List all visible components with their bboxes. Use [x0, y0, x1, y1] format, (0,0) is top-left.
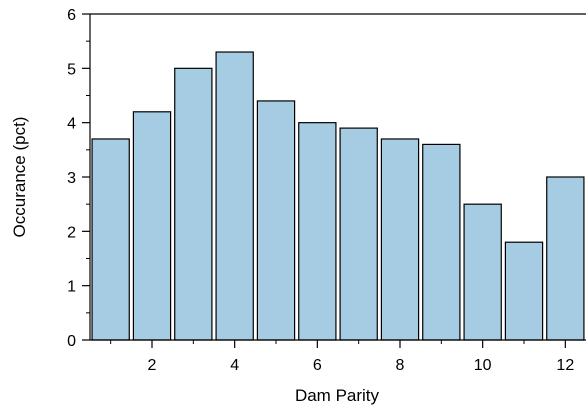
bar-7 — [339, 127, 378, 341]
bar-1 — [91, 138, 130, 341]
y-tick-label-3: 3 — [67, 170, 76, 187]
y-tick-label-2: 2 — [67, 224, 76, 241]
bars-group — [91, 51, 585, 341]
y-tick-label-5: 5 — [67, 61, 76, 78]
bar-9 — [422, 143, 461, 341]
x-tick-label-2: 2 — [148, 357, 157, 374]
x-tick-label-12: 12 — [556, 357, 574, 374]
y-tick-label-4: 4 — [67, 116, 76, 133]
y-axis-label: Occurance (pct) — [10, 117, 29, 238]
y-tick-label-6: 6 — [67, 7, 76, 24]
x-axis-label: Dam Parity — [295, 386, 380, 405]
bar-11 — [504, 241, 544, 341]
bar-3 — [174, 67, 213, 341]
x-tick-label-10: 10 — [474, 357, 492, 374]
y-tick-label-1: 1 — [67, 279, 76, 296]
bar-6 — [298, 122, 337, 341]
bar-5 — [256, 100, 296, 341]
bar-4 — [215, 51, 254, 341]
bar-2 — [132, 111, 172, 341]
y-tick-label-0: 0 — [67, 333, 76, 350]
x-tick-label-8: 8 — [396, 357, 405, 374]
bar-10 — [463, 203, 502, 341]
x-tick-label-4: 4 — [230, 357, 239, 374]
bar-8 — [380, 138, 420, 341]
bar-12 — [546, 176, 585, 341]
x-tick-label-6: 6 — [313, 357, 322, 374]
